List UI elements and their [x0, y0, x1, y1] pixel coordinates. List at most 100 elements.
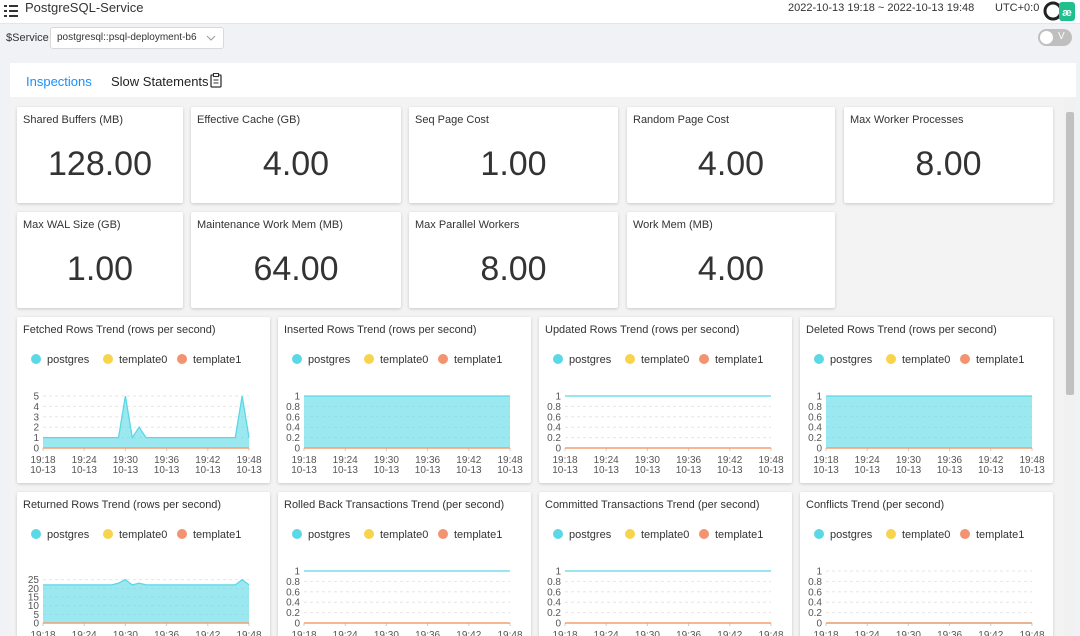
- legend-marker: [553, 354, 563, 364]
- stat-value: 4.00: [697, 250, 765, 288]
- trend-chart: Fetched Rows Trend (rows per second) post…: [23, 324, 262, 476]
- series-line: [43, 395, 250, 440]
- x-tick-label: 19:24: [72, 630, 97, 636]
- y-tick-label: 0.4: [286, 598, 300, 609]
- x-tick-date: 10-13: [113, 465, 139, 476]
- legend-marker: [625, 354, 635, 364]
- x-tick-date: 10-13: [154, 465, 180, 476]
- legend-label: template1: [976, 529, 1024, 541]
- chart-card: Inserted Rows Trend (rows per second) pos…: [278, 317, 531, 483]
- x-tick-date: 10-13: [236, 465, 262, 476]
- select-value: postgresql::psql-deployment-b6: [57, 32, 197, 43]
- x-tick-date: 10-13: [415, 465, 441, 476]
- x-tick-label: 19:42: [195, 455, 220, 466]
- stat-title: Random Page Cost: [633, 114, 729, 126]
- legend-marker: [699, 529, 709, 539]
- legend-marker: [960, 529, 970, 539]
- chart-card: Fetched Rows Trend (rows per second) post…: [17, 317, 270, 483]
- stat-card: Max Parallel Workers 8.00: [409, 212, 618, 308]
- x-tick-label: 19:18: [30, 455, 55, 466]
- stat-title: Max WAL Size (GB): [23, 219, 121, 231]
- x-tick-label: 19:48: [1019, 455, 1044, 466]
- clipboard-icon[interactable]: [210, 73, 222, 88]
- x-tick-date: 10-13: [758, 465, 784, 476]
- legend-label: template1: [715, 354, 763, 366]
- y-tick-label: 0.8: [547, 402, 561, 413]
- y-tick-label: 0.2: [286, 433, 300, 444]
- stat-card: Shared Buffers (MB) 128.00: [17, 107, 183, 203]
- x-tick-label: 19:48: [497, 455, 522, 466]
- x-tick-label: 19:42: [978, 455, 1003, 466]
- y-tick-label: 0.8: [808, 577, 822, 588]
- top-bar: PostgreSQL-Service 2022-10-13 19:18 ~ 20…: [0, 0, 1080, 24]
- scrollbar[interactable]: [1064, 97, 1076, 636]
- y-tick-label: 0: [294, 619, 300, 630]
- stat-card: Random Page Cost 4.00: [627, 107, 835, 203]
- x-tick-date: 10-13: [332, 465, 358, 476]
- chart-card: Rolled Back Transactions Trend (per seco…: [278, 492, 531, 636]
- stat-value: 1.00: [480, 145, 547, 183]
- stat-value: 4.00: [697, 145, 765, 183]
- x-tick-label: 19:18: [552, 455, 577, 466]
- stat-value: 8.00: [480, 250, 547, 288]
- legend-label: postgres: [47, 529, 90, 541]
- legend-marker: [364, 354, 374, 364]
- x-tick-date: 10-13: [635, 465, 661, 476]
- chart-title: Committed Transactions Trend (per second…: [545, 499, 760, 511]
- legend-label: postgres: [830, 529, 873, 541]
- x-tick-label: 19:18: [552, 630, 577, 636]
- x-tick-label: 19:24: [855, 455, 880, 466]
- y-tick-label: 0.6: [808, 412, 822, 423]
- legend-marker: [438, 529, 448, 539]
- x-tick-label: 19:36: [154, 630, 179, 636]
- x-tick-label: 19:24: [594, 455, 619, 466]
- toggle[interactable]: V: [1038, 29, 1072, 46]
- menu-icon[interactable]: [4, 5, 18, 17]
- x-tick-label: 19:42: [978, 630, 1003, 636]
- trend-chart: Deleted Rows Trend (rows per second) post…: [806, 324, 1045, 476]
- y-tick-label: 0: [816, 444, 822, 455]
- x-tick-label: 19:36: [937, 630, 962, 636]
- trend-chart: Rolled Back Transactions Trend (per seco…: [284, 499, 523, 636]
- x-tick-label: 19:24: [72, 455, 97, 466]
- x-tick-label: 19:30: [635, 630, 660, 636]
- page-title: PostgreSQL-Service: [25, 0, 144, 15]
- legend-label: template1: [454, 354, 502, 366]
- legend-marker: [553, 529, 563, 539]
- x-tick-label: 19:24: [594, 630, 619, 636]
- time-range[interactable]: 2022-10-13 19:18 ~ 2022-10-13 19:48: [788, 2, 975, 14]
- y-tick-label: 0.4: [808, 423, 822, 434]
- y-tick-label: 0: [555, 444, 561, 455]
- x-tick-label: 19:48: [758, 630, 783, 636]
- tab[interactable]: Slow Statements: [111, 74, 209, 89]
- x-tick-label: 19:30: [113, 455, 138, 466]
- x-tick-label: 19:30: [896, 630, 921, 636]
- x-tick-label: 19:42: [717, 455, 742, 466]
- x-tick-date: 10-13: [374, 465, 400, 476]
- x-tick-label: 19:42: [456, 630, 481, 636]
- stat-title: Max Worker Processes: [850, 114, 964, 126]
- x-tick-date: 10-13: [552, 465, 578, 476]
- x-tick-date: 10-13: [456, 465, 482, 476]
- x-tick-label: 19:18: [813, 630, 838, 636]
- y-tick-label: 1: [294, 392, 300, 403]
- trend-chart: Returned Rows Trend (rows per second) pos…: [23, 499, 262, 636]
- legend-marker: [699, 354, 709, 364]
- legend-label: postgres: [569, 529, 612, 541]
- y-tick-label: 0.4: [808, 598, 822, 609]
- y-tick-label: 0.6: [286, 412, 300, 423]
- legend-label: template0: [902, 529, 950, 541]
- x-tick-label: 19:30: [896, 455, 921, 466]
- legend-marker: [814, 529, 824, 539]
- stat-value: 1.00: [66, 250, 134, 288]
- legend-marker: [177, 354, 187, 364]
- x-tick-label: 19:24: [333, 630, 358, 636]
- service-select[interactable]: postgresql::psql-deployment-b6: [50, 27, 224, 49]
- series-area: [826, 396, 1032, 448]
- y-tick-label: 0.6: [547, 587, 561, 598]
- y-tick-label: 0.4: [547, 423, 561, 434]
- tab-active[interactable]: Inspections: [26, 74, 92, 89]
- chart-title: Inserted Rows Trend (rows per second): [284, 324, 477, 336]
- timezone[interactable]: UTC+0:0: [995, 2, 1040, 14]
